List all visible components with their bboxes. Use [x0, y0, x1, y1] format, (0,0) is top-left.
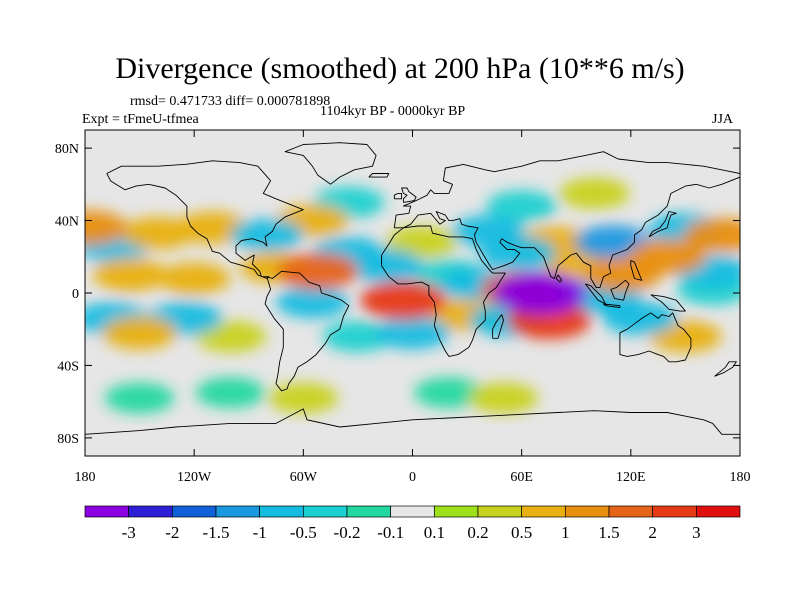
- anomaly-blob-38: [347, 248, 424, 283]
- anomaly-blob-39: [480, 236, 557, 271]
- colorbar-swatch: [215, 505, 261, 518]
- colorbar-label: 3: [692, 523, 701, 542]
- lon-tick-label: 0: [409, 470, 416, 485]
- anomaly-blob-43: [85, 210, 128, 246]
- colorbar-label: -2: [165, 523, 179, 542]
- colorbar-label: 1.5: [598, 523, 619, 542]
- coastline-madagascar: [492, 314, 504, 339]
- colorbar-label: 1: [561, 523, 570, 542]
- anomaly-blob-13: [158, 262, 231, 295]
- coastline-sri-lanka: [555, 274, 563, 283]
- lat-tick-label: 80N: [55, 142, 79, 157]
- colorbar-label: 0.1: [424, 523, 445, 542]
- colorbar-swatch: [564, 505, 610, 518]
- anomaly-blob-7: [559, 177, 630, 209]
- coastline-uk: [401, 187, 417, 203]
- colorbar-swatch: [433, 505, 479, 518]
- colorbar-swatch: [171, 505, 217, 518]
- anomaly-blob-0: [195, 377, 266, 409]
- colorbar-swatch: [84, 505, 130, 518]
- coastline-africa: [381, 225, 506, 357]
- colorbar-swatch: [477, 505, 523, 518]
- season-label: JJA: [712, 112, 734, 127]
- anomaly-blob-2: [414, 377, 484, 409]
- anomaly-blob-1: [268, 382, 339, 414]
- anomaly-blob-46: [277, 252, 359, 290]
- colorbar-swatch: [346, 505, 392, 518]
- anomaly-blob-3: [468, 382, 539, 414]
- lat-tick-label: 40S: [57, 359, 79, 374]
- colorbar-swatch: [390, 505, 435, 518]
- anomaly-blob-8: [486, 190, 557, 222]
- lon-tick-label: 60W: [290, 470, 318, 485]
- anomaly-blob-36: [92, 258, 169, 292]
- lat-tick-label: 80S: [57, 432, 79, 447]
- colorbar-label: -0.2: [334, 523, 361, 542]
- coastline-antarctica: [85, 408, 740, 456]
- lon-tick-label: 60E: [510, 470, 533, 485]
- colorbar-label: 0.5: [511, 523, 532, 542]
- anomaly-blob-4: [104, 382, 175, 414]
- colorbar-swatch: [259, 505, 304, 518]
- lon-tick-label: 120W: [177, 470, 212, 485]
- colorbar-swatch: [128, 505, 173, 518]
- lon-tick-label: 180: [75, 470, 96, 485]
- anomaly-blob-45: [628, 239, 707, 275]
- colorbar-label: 2: [648, 523, 657, 542]
- anomaly-blobs: [85, 177, 740, 414]
- lat-tick-label: 40N: [55, 215, 79, 230]
- divergence-field: [85, 130, 740, 456]
- colorbar-label: -1.5: [203, 523, 230, 542]
- colorbar-swatch: [652, 505, 697, 518]
- coastline-greenland: [284, 142, 377, 185]
- coastline-new-zealand: [714, 361, 737, 377]
- colorbar-swatch: [608, 505, 654, 518]
- coastline-iceland: [368, 173, 390, 178]
- coastline-philippines: [630, 259, 643, 281]
- anomaly-blob-49: [360, 280, 447, 320]
- coastline-japan: [648, 211, 677, 238]
- experiment-label: Expt = tFmeU-tfmea: [82, 112, 199, 127]
- coastlines: [85, 142, 740, 456]
- lat-tick-label: 0: [72, 287, 79, 302]
- colorbar: -3 -2 -1.5 -1 -0.5 -0.2 -0.1 0.1 0.2 0.5 1 1.5 2 3: [84, 505, 741, 542]
- coastline-java: [603, 303, 621, 308]
- anomaly-blob-50: [493, 271, 587, 315]
- coastline-sumatra: [584, 283, 606, 305]
- latitude-axis: 80N 40N 0 40S 80S: [55, 142, 740, 447]
- coastline-ireland: [393, 192, 403, 200]
- colorbar-label: 0.2: [467, 523, 488, 542]
- coastline-australia: [619, 312, 692, 363]
- lon-tick-label: 180: [730, 470, 751, 485]
- anomaly-blob-22: [276, 285, 349, 319]
- stats-text: rmsd= 0.471733 diff= 0.000781898: [130, 94, 331, 109]
- lon-tick-label: 120E: [616, 470, 646, 485]
- colorbar-label: -1: [253, 523, 267, 542]
- coastline-south-america: [264, 270, 350, 392]
- coastline-borneo: [610, 279, 630, 301]
- colorbar-label: -3: [122, 523, 136, 542]
- coastline-new-guinea: [650, 294, 686, 312]
- anomaly-blob-30: [102, 316, 177, 350]
- colorbar-swatch: [521, 505, 566, 518]
- colorbar-label: -0.1: [377, 523, 404, 542]
- coastline-north-america: [106, 160, 304, 279]
- anomaly-blob-19: [121, 217, 195, 250]
- colorbar-swatch: [302, 505, 348, 518]
- coastline-eurasia: [393, 151, 740, 289]
- anomaly-blob-31: [375, 316, 450, 350]
- anomaly-blob-41: [683, 218, 740, 253]
- colorbar-label: -0.5: [290, 523, 317, 542]
- colorbar-swatch: [695, 505, 741, 518]
- anomaly-blob-20: [175, 211, 249, 244]
- period-label: 1104kyr BP - 0000kyr BP: [320, 104, 466, 119]
- longitude-axis: 180 120W 60W 0 60E 120E 180: [75, 130, 751, 485]
- chart-title: Divergence (smoothed) at 200 hPa (10**6 …: [115, 52, 685, 85]
